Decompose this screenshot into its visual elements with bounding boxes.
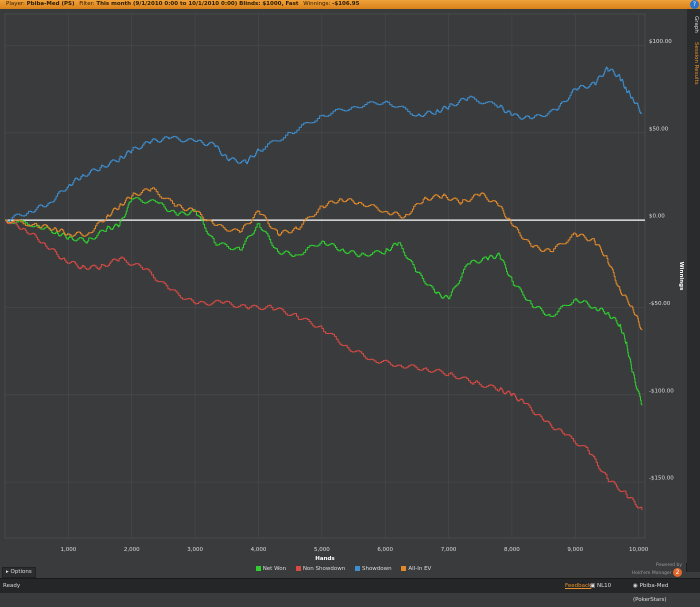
legend-non-showdown[interactable]: Non Showdown [295,566,346,572]
legend-label-showdown: Showdown [361,566,392,572]
active-player[interactable]: ◉ Pbiba-Med (PokerStars) [633,583,669,603]
x-tick-label: 3,000 [187,547,203,553]
legend-swatch-all-in-ev [401,566,407,571]
legend-showdown[interactable]: Showdown [354,566,392,572]
x-tick-label: 1,000 [60,547,76,553]
legend-swatch-non-showdown [295,566,301,571]
hem-logo-icon: 2 [673,568,682,577]
game-type-indicator[interactable]: ▣ NL10 [590,583,612,589]
y-tick-label: $50.00 [649,126,669,132]
y-axis-title: Winnings [678,262,684,292]
powered-by: Powered by Hold'em Manager 2 [632,563,682,577]
game-type-label: NL10 [596,583,612,589]
x-tick-label: 2,000 [124,547,140,553]
series-line-all-in-ev [5,187,643,331]
filter-value[interactable]: This month (9/1/2010 0:00 to 10/1/2010 0… [96,1,299,7]
feedback-link[interactable]: Feedback [565,583,592,589]
filter-label: Filter: [79,1,95,7]
y-tick-label: $0.00 [649,214,665,220]
options-label: Options [10,569,32,575]
winnings-value: -$106.95 [332,1,360,7]
winnings-chart: 1,000 2,000 3,000 4,000 5,000 6,000 7,000 8,000… [0,9,687,563]
active-player-label: Pbiba-Med (PokerStars) [633,583,669,603]
status-ready: Ready [3,583,21,589]
legend-all-in-ev[interactable]: All-In EV [401,566,431,572]
x-tick-label: 7,000 [441,547,457,553]
plot-area [4,13,646,539]
legend-label-all-in-ev: All-In EV [408,566,432,572]
help-icon[interactable]: ? [690,0,699,9]
legend-swatch-showdown [354,566,360,571]
chart-svg: 1,000 2,000 3,000 4,000 5,000 6,000 7,000 8,000… [4,13,684,562]
legend-net-won[interactable]: Net Won [255,566,287,572]
powered-by-text: Powered by [655,563,682,568]
x-tick-label: 9,000 [567,547,583,553]
x-tick-label: 4,000 [251,547,267,553]
x-tick-label: 8,000 [504,547,520,553]
filter-bar: Player: Pbiba-Med (PS) Filter: This mont… [0,0,700,9]
series-line-non-showdown [5,219,643,511]
y-tick-label: -$150.00 [649,476,674,482]
options-button[interactable]: ▸ Options [2,567,36,578]
y-tick-label: -$50.00 [649,301,671,307]
series-line-showdown [5,66,643,222]
tab-session-results[interactable]: Session Results [693,41,699,85]
x-tick-label: 6,000 [377,547,393,553]
hem-brand-text: Hold'em Manager [631,571,672,576]
x-axis-title: Hands [315,556,335,562]
winnings-label: Winnings: [303,1,331,7]
player-name: Pbiba-Med (PS) [26,1,75,7]
legend-label-net-won: Net Won [262,566,287,572]
legend-label-non-showdown: Non Showdown [302,566,346,572]
y-tick-label: -$100.00 [649,388,674,394]
x-tick-label: 10,000 [629,547,649,553]
x-tick-label: 5,000 [314,547,330,553]
player-label: Player: [6,1,25,7]
series-line-net-won [5,197,643,406]
side-tab-bar: Graph Session Results [686,9,700,572]
chart-legend: Net Won Non Showdown Showdown All-In EV [0,566,687,572]
status-bar: Ready Feedback ▣ NL10 ◉ Pbiba-Med (Poker… [0,578,700,603]
y-tick-label: $100.00 [649,39,672,45]
tab-graph[interactable]: Graph [693,15,699,33]
legend-swatch-net-won [255,566,261,571]
